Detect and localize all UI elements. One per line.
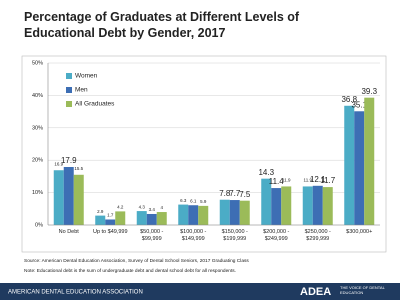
y-tick-label: 40%: [32, 93, 43, 99]
source: Source: American Dental Education Associ…: [24, 259, 249, 264]
data-label: 4.2: [117, 205, 124, 210]
legend-label: Men: [75, 87, 88, 94]
bar: [146, 213, 157, 225]
bar: [188, 205, 199, 225]
bar: [271, 188, 282, 225]
bar: [95, 215, 106, 225]
data-label: 16.9: [54, 161, 63, 166]
data-label: 11.7: [320, 176, 336, 185]
note: Note: Educational debt is the sum of und…: [24, 269, 237, 274]
bar: [312, 185, 323, 225]
x-tick-label: $50,000 - $99,999: [140, 229, 164, 242]
data-label: 7.8: [219, 189, 231, 198]
logo: ADEA: [300, 286, 331, 298]
bar: [354, 111, 365, 225]
data-label: 14.3: [258, 168, 274, 177]
y-tick-label: 50%: [32, 60, 43, 66]
data-label: 11.9: [282, 178, 291, 183]
x-tick-label: $200,000 - $249,999: [263, 229, 290, 242]
bar: [198, 205, 209, 225]
x-tick-label: $250,000 - $299,999: [304, 229, 331, 242]
bar: [229, 200, 240, 225]
legend-label: Women: [75, 73, 98, 80]
bar: [178, 204, 189, 225]
data-label: 4.3: [139, 204, 146, 209]
bar: [219, 199, 230, 225]
x-tick-label: No Debt: [58, 229, 79, 235]
bar: [239, 200, 250, 225]
chart-title: Percentage of Graduates at Different Lev…: [24, 10, 300, 40]
bar: [281, 186, 292, 225]
data-label: 2.9: [97, 209, 104, 214]
data-label: 6.1: [190, 198, 197, 203]
bar: [302, 186, 313, 225]
legend-label: All Graduates: [75, 101, 115, 108]
data-label: 39.3: [361, 87, 377, 96]
data-label: 11.4: [269, 177, 285, 186]
bar: [261, 178, 272, 225]
data-label: 7.5: [239, 190, 251, 199]
data-label: 15.5: [74, 166, 83, 171]
data-label: 17.9: [61, 156, 77, 165]
y-tick-label: 10%: [32, 190, 43, 196]
data-label: 35.1: [351, 100, 367, 109]
data-label: 6.3: [180, 198, 187, 203]
bar: [364, 97, 375, 225]
x-tick-label: $150,000 - $199,999: [221, 229, 248, 242]
data-label: 1.7: [107, 213, 114, 218]
legend-swatch: [66, 101, 72, 107]
bar: [136, 211, 147, 225]
data-label: 11.9: [304, 178, 313, 183]
bar: [63, 167, 74, 225]
bar: [156, 212, 167, 225]
bar: [53, 170, 64, 225]
bar: [322, 187, 333, 225]
data-label: 4: [160, 205, 163, 210]
bar: [105, 219, 116, 225]
bar: [115, 211, 126, 225]
y-tick-label: 0%: [35, 222, 43, 228]
data-label: 36.8: [341, 95, 357, 104]
footer-text: AMERICAN DENTAL EDUCATION ASSOCIATION: [8, 290, 143, 296]
bar: [73, 174, 84, 225]
legend-swatch: [66, 87, 72, 93]
y-tick-label: 30%: [32, 125, 43, 131]
x-tick-label: Up to $49,999: [92, 229, 128, 235]
legend-swatch: [66, 73, 72, 79]
chart-frame: [21, 55, 387, 253]
data-label: 7.7: [229, 189, 241, 198]
tagline: THE VOICE OF DENTAL EDUCATION: [340, 285, 385, 295]
y-tick-label: 20%: [32, 158, 43, 164]
data-label: 5.9: [200, 199, 207, 204]
bar: [344, 105, 355, 225]
data-label: 3.4: [149, 207, 156, 212]
x-tick-label: $300,000+: [346, 229, 373, 235]
footer-bar: [0, 283, 400, 300]
data-label: 12.1: [310, 175, 326, 184]
x-tick-label: $100,000 - $149,999: [180, 229, 207, 242]
